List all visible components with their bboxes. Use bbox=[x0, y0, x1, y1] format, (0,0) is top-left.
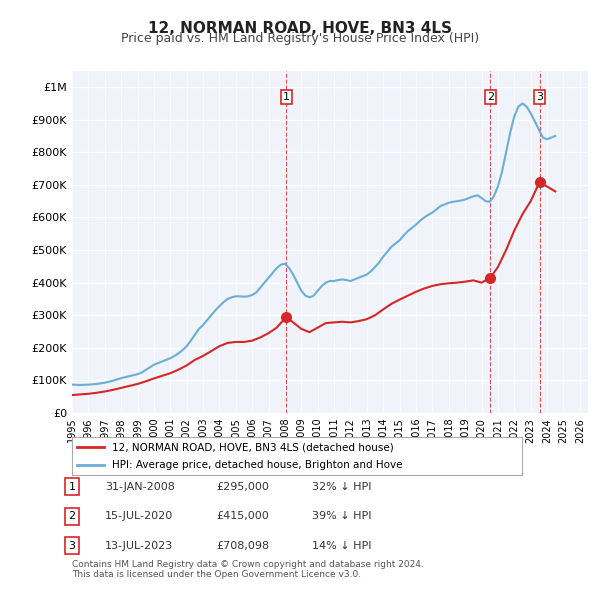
Text: Contains HM Land Registry data © Crown copyright and database right 2024.
This d: Contains HM Land Registry data © Crown c… bbox=[72, 560, 424, 579]
Text: 32% ↓ HPI: 32% ↓ HPI bbox=[312, 482, 371, 491]
Text: 12, NORMAN ROAD, HOVE, BN3 4LS: 12, NORMAN ROAD, HOVE, BN3 4LS bbox=[148, 21, 452, 35]
Text: 3: 3 bbox=[536, 92, 543, 102]
Text: 1: 1 bbox=[283, 92, 290, 102]
Text: 13-JUL-2023: 13-JUL-2023 bbox=[105, 541, 173, 550]
Text: Price paid vs. HM Land Registry's House Price Index (HPI): Price paid vs. HM Land Registry's House … bbox=[121, 32, 479, 45]
Text: HPI: Average price, detached house, Brighton and Hove: HPI: Average price, detached house, Brig… bbox=[113, 460, 403, 470]
Text: 39% ↓ HPI: 39% ↓ HPI bbox=[312, 512, 371, 521]
Text: £415,000: £415,000 bbox=[216, 512, 269, 521]
Text: 12, NORMAN ROAD, HOVE, BN3 4LS (detached house): 12, NORMAN ROAD, HOVE, BN3 4LS (detached… bbox=[113, 442, 394, 453]
Text: £708,098: £708,098 bbox=[216, 541, 269, 550]
Text: 2: 2 bbox=[68, 512, 76, 521]
Text: £295,000: £295,000 bbox=[216, 482, 269, 491]
Text: 2: 2 bbox=[487, 92, 494, 102]
Text: 3: 3 bbox=[68, 541, 76, 550]
Text: 1: 1 bbox=[68, 482, 76, 491]
Text: 31-JAN-2008: 31-JAN-2008 bbox=[105, 482, 175, 491]
Text: 14% ↓ HPI: 14% ↓ HPI bbox=[312, 541, 371, 550]
Text: 15-JUL-2020: 15-JUL-2020 bbox=[105, 512, 173, 521]
